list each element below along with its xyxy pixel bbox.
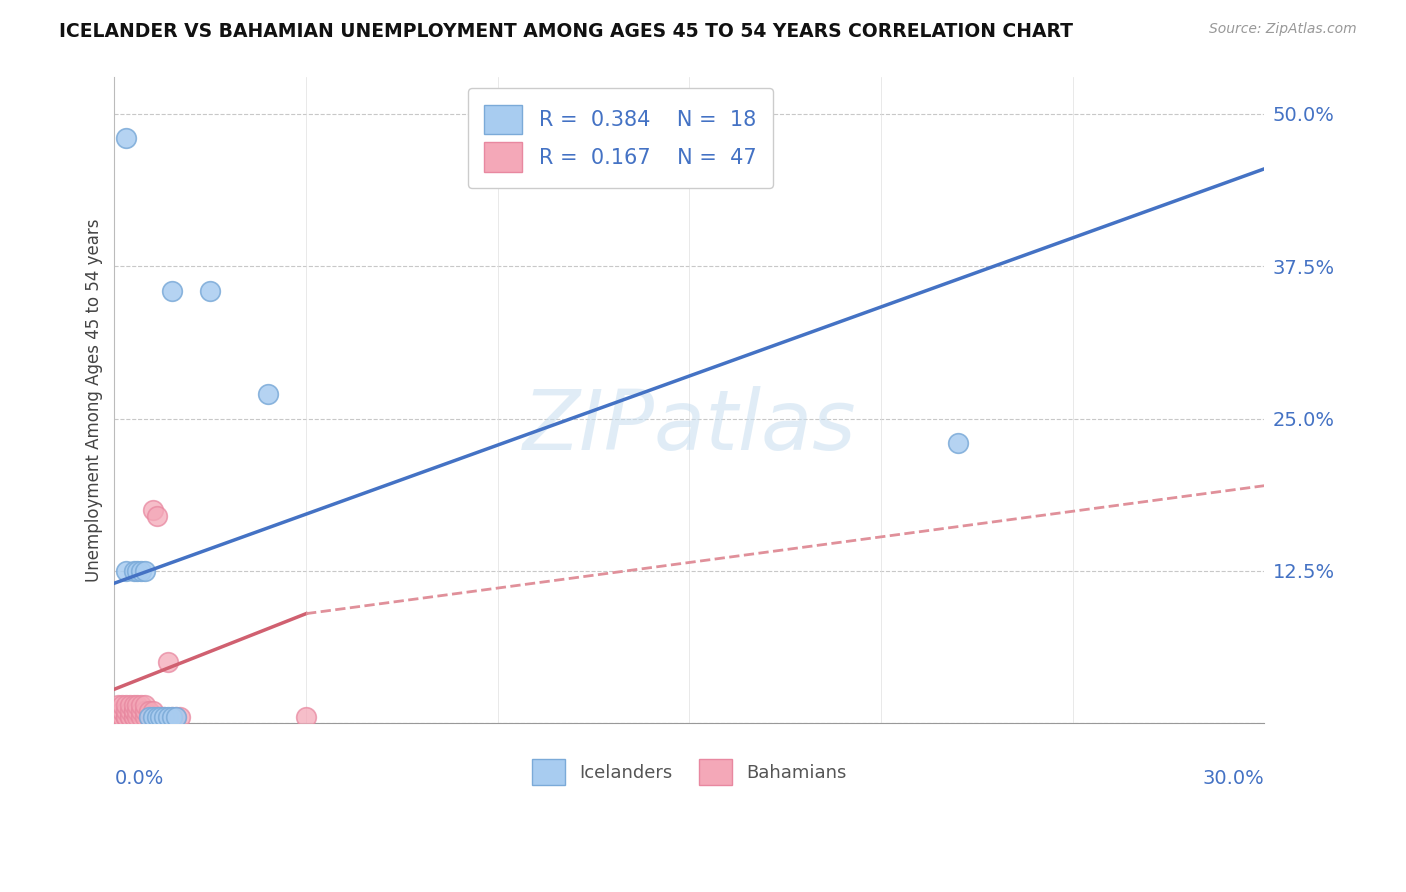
- Point: [115, 704, 138, 718]
- Point: [134, 564, 156, 578]
- Point: [134, 698, 156, 712]
- Point: [145, 710, 167, 724]
- Point: [107, 710, 129, 724]
- Point: [129, 698, 152, 712]
- Point: [946, 436, 969, 450]
- Point: [127, 564, 149, 578]
- Point: [122, 704, 145, 718]
- Point: [295, 710, 318, 724]
- Point: [129, 564, 152, 578]
- Point: [153, 710, 176, 724]
- Point: [118, 698, 141, 712]
- Point: [160, 710, 183, 724]
- Point: [138, 710, 160, 724]
- Point: [111, 698, 134, 712]
- Point: [111, 710, 134, 724]
- Point: [122, 564, 145, 578]
- Point: [169, 710, 191, 724]
- Text: ICELANDER VS BAHAMIAN UNEMPLOYMENT AMONG AGES 45 TO 54 YEARS CORRELATION CHART: ICELANDER VS BAHAMIAN UNEMPLOYMENT AMONG…: [59, 22, 1073, 41]
- Point: [122, 710, 145, 724]
- Point: [160, 710, 183, 724]
- Text: 30.0%: 30.0%: [1202, 769, 1264, 788]
- Point: [111, 704, 134, 718]
- Text: Source: ZipAtlas.com: Source: ZipAtlas.com: [1209, 22, 1357, 37]
- Point: [134, 704, 156, 718]
- Point: [165, 710, 187, 724]
- Point: [122, 698, 145, 712]
- Point: [115, 698, 138, 712]
- Point: [142, 710, 165, 724]
- Point: [122, 704, 145, 718]
- Point: [115, 710, 138, 724]
- Point: [165, 710, 187, 724]
- Point: [118, 710, 141, 724]
- Point: [107, 710, 129, 724]
- Point: [122, 710, 145, 724]
- Point: [118, 710, 141, 724]
- Point: [107, 710, 129, 724]
- Point: [111, 710, 134, 724]
- Y-axis label: Unemployment Among Ages 45 to 54 years: Unemployment Among Ages 45 to 54 years: [86, 219, 103, 582]
- Point: [160, 284, 183, 298]
- Point: [142, 503, 165, 517]
- Point: [111, 710, 134, 724]
- Point: [149, 710, 172, 724]
- Text: 0.0%: 0.0%: [114, 769, 163, 788]
- Point: [107, 704, 129, 718]
- Point: [127, 698, 149, 712]
- Point: [256, 387, 278, 401]
- Point: [142, 710, 165, 724]
- Point: [157, 656, 180, 670]
- Point: [115, 710, 138, 724]
- Point: [107, 698, 129, 712]
- Point: [153, 710, 176, 724]
- Point: [157, 710, 180, 724]
- Point: [115, 564, 138, 578]
- Point: [115, 710, 138, 724]
- Point: [200, 284, 222, 298]
- Point: [134, 710, 156, 724]
- Point: [149, 710, 172, 724]
- Point: [127, 710, 149, 724]
- Point: [138, 710, 160, 724]
- Point: [129, 704, 152, 718]
- Point: [129, 710, 152, 724]
- Point: [118, 704, 141, 718]
- Point: [142, 704, 165, 718]
- Point: [127, 704, 149, 718]
- Legend: Icelanders, Bahamians: Icelanders, Bahamians: [524, 752, 853, 792]
- Point: [145, 509, 167, 524]
- Text: ZIPatlas: ZIPatlas: [523, 385, 856, 467]
- Point: [138, 704, 160, 718]
- Point: [115, 131, 138, 145]
- Point: [145, 710, 167, 724]
